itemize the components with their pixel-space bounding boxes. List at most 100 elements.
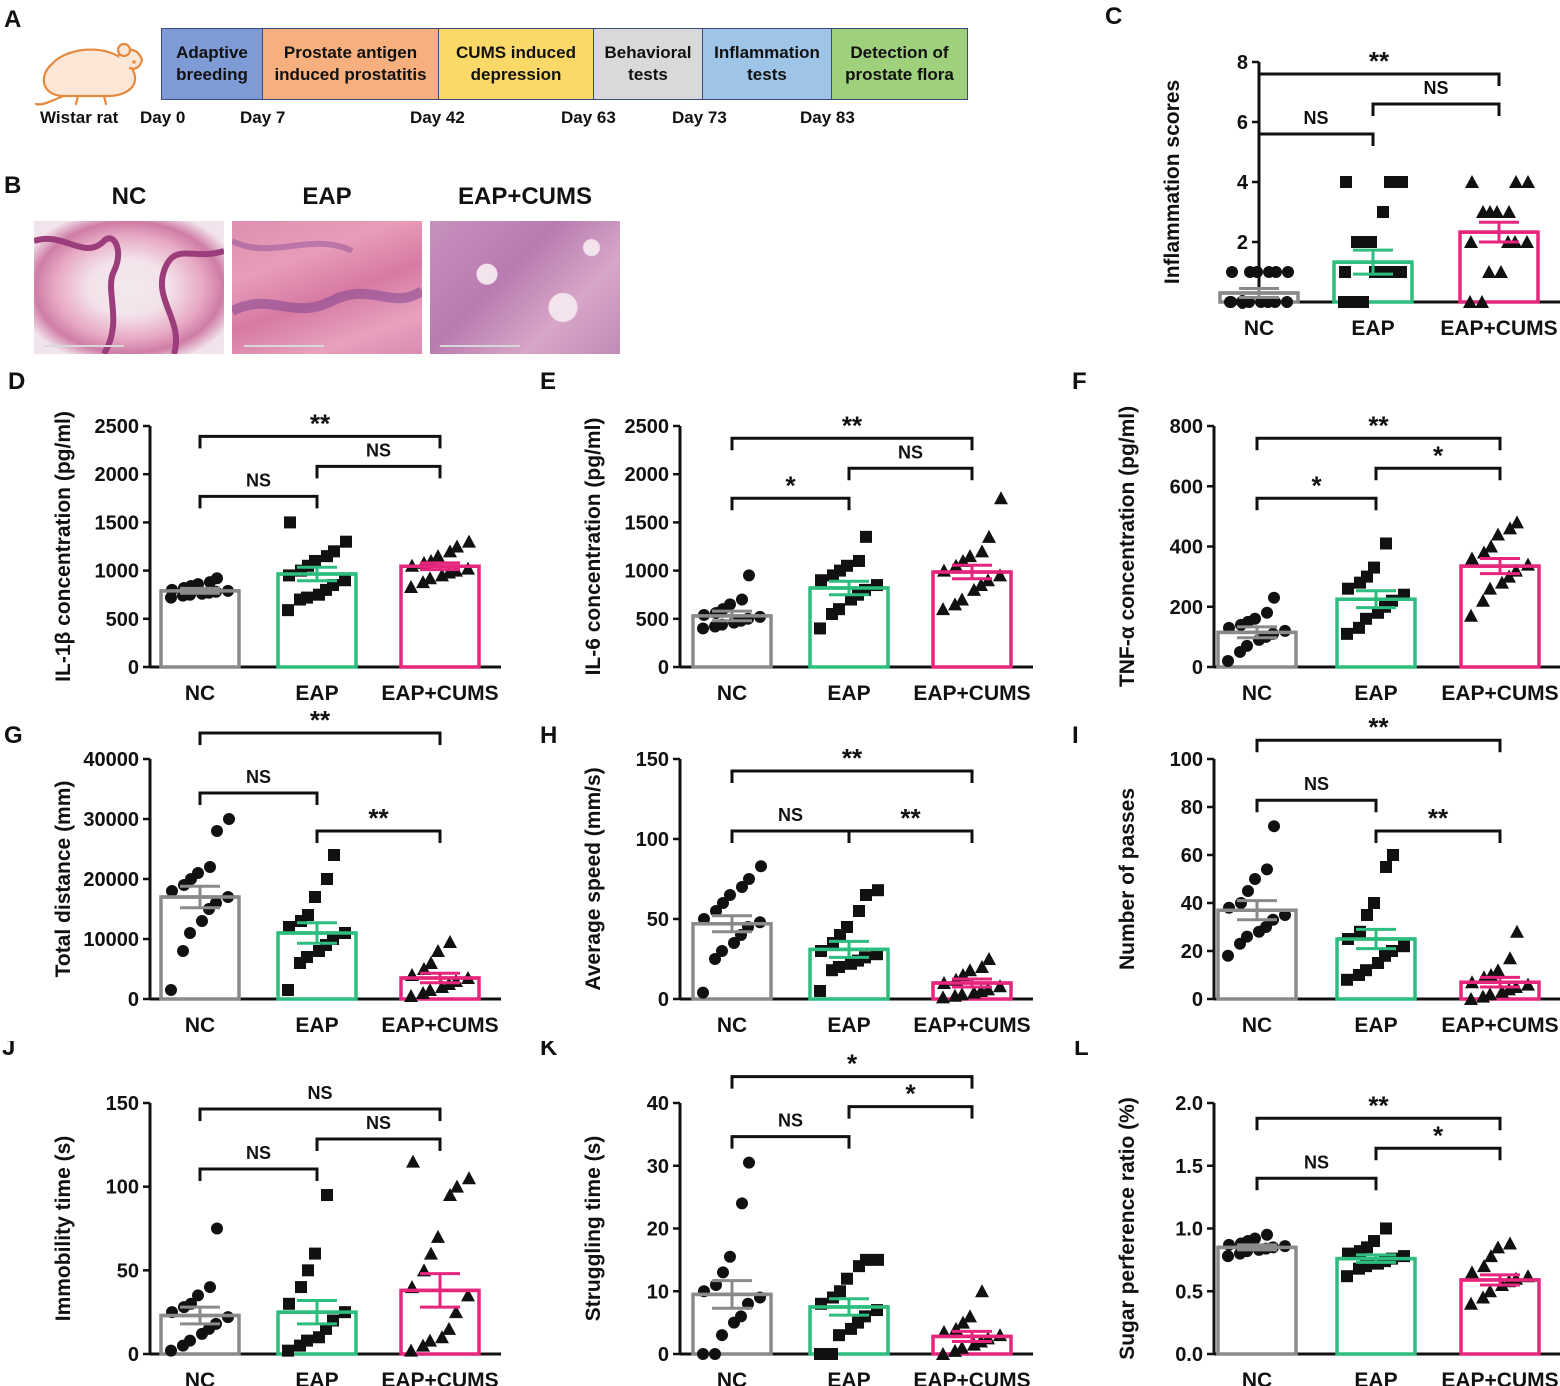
data-point-eap [860,889,872,901]
data-point-eapcums [423,1333,437,1347]
data-point-eap [1341,973,1353,986]
data-point-eapcums [1464,1296,1478,1310]
data-point-eap [1339,266,1351,278]
day-label: Day 0 [140,108,186,127]
data-point-nc [697,622,709,635]
data-point-eap [1386,945,1398,957]
data-point-nc [184,927,196,939]
chart-panel-d: D 0 500 1000 1500 2000 2500 IL-1β concentration… [8,368,501,705]
data-point-eap [841,1272,853,1285]
data-point-eapcums [955,1340,969,1354]
data-point-eap [302,1264,314,1277]
data-point-eapcums [1502,569,1516,583]
significance-label: ** [310,408,331,438]
data-point-nc [697,1348,709,1360]
stage-flora: Detection of prostate flora [831,28,968,100]
data-point-eap [1368,1235,1380,1248]
data-point-nc [736,593,748,606]
data-point-nc [165,1344,177,1357]
data-point-eap [340,535,352,548]
data-point-eapcums [937,563,951,577]
y-axis-label: Inflammation scores [1161,80,1184,284]
data-point-nc [697,986,709,999]
data-point-eapcums [442,1321,456,1335]
significance-label: NS [898,442,923,462]
data-point-eapcums [406,1154,420,1168]
significance-label: NS [246,470,271,490]
y-tick-label: 8 [1237,52,1248,74]
y-tick-label: 40 [1181,893,1203,915]
significance-label: ** [842,743,863,773]
significance-bracket [730,1135,851,1149]
y-tick-label: 1.5 [1175,1156,1203,1178]
x-tick-label-eap: EAP [827,1369,870,1386]
data-point-nc [1226,266,1238,278]
chart-panel-c: C02468Inflammation scoresNCEAPEAP+CUMSNS… [1105,3,1560,340]
data-point-nc [192,867,204,879]
data-point-nc [728,937,740,949]
data-point-eapcums [443,935,457,948]
data-point-eap [1354,925,1366,938]
panel-letter: J [2,1041,15,1061]
data-point-eap [295,1281,307,1294]
significance-bracket [730,769,974,783]
significance-bracket [198,731,442,745]
x-tick-label-nc: NC [1242,1014,1272,1037]
data-point-eapcums [1503,521,1517,535]
data-point-nc [710,905,722,917]
data-point-eapcums [1477,1259,1491,1273]
data-point-eapcums [1520,235,1534,248]
data-point-eap [1360,964,1372,977]
significance-bracket [198,791,319,805]
significance-bracket [1374,1146,1502,1161]
data-point-eap [282,984,294,996]
y-tick-label: 0 [658,657,669,679]
data-point-eapcums [1521,977,1535,991]
y-tick-label: 0 [1192,989,1203,1011]
significance-bracket [1255,436,1502,451]
data-point-nc [743,1156,755,1169]
significance-bracket [847,466,974,481]
data-point-eap [309,1247,321,1260]
significance-label: ** [368,803,389,833]
y-tick-label: 1500 [625,512,670,534]
data-point-eapcums [936,990,950,1004]
data-point-eap [309,891,321,903]
data-point-nc [1249,873,1261,885]
data-point-eap [1395,266,1407,278]
data-point-eapcums [431,549,445,563]
data-point-eapcums [982,529,996,543]
data-point-eapcums [975,544,989,558]
data-point-nc [165,984,177,996]
y-tick-label: 40000 [83,749,139,771]
data-point-eap [1361,570,1373,583]
chart-panel-g: G 0 10000 20000 30000 40000 Total distance (mm… [4,705,501,1037]
data-point-nc [223,813,235,825]
data-point-eap [283,1297,295,1310]
data-point-eapcums [1464,992,1478,1005]
data-point-nc [1249,612,1261,625]
data-point-eapcums [1464,235,1478,248]
significance-label: NS [307,1083,332,1103]
data-point-eap [814,1348,826,1360]
chart-panel-e: E 0 500 1000 1500 2000 2500 IL-6 concentration … [540,368,1033,705]
data-point-nc [1268,820,1280,833]
y-tick-label: 600 [1170,476,1203,498]
data-point-eapcums [416,575,430,589]
y-tick-label: 100 [1170,749,1203,771]
data-point-eapcums [431,1229,445,1243]
stage-prostatitis: Prostate antigen induced prostatitis [262,28,439,100]
data-point-eap [834,1285,846,1298]
significance-bracket [198,1107,442,1122]
data-point-nc [724,1250,736,1263]
data-point-eap [1342,582,1354,595]
significance-label: NS [1423,78,1448,98]
chart-panel-h: H 0 50 100 150 Average speed (mm/s) NC EAP EAP+C… [540,722,1033,1037]
data-point-nc [1241,930,1253,943]
x-tick-label-eapcums: EAP+CUMS [1441,682,1558,705]
data-point-eapcums [993,979,1007,993]
significance-bracket [730,496,851,511]
data-point-eapcums [1495,575,1509,589]
x-tick-label-eapcums: EAP+CUMS [381,1014,498,1037]
